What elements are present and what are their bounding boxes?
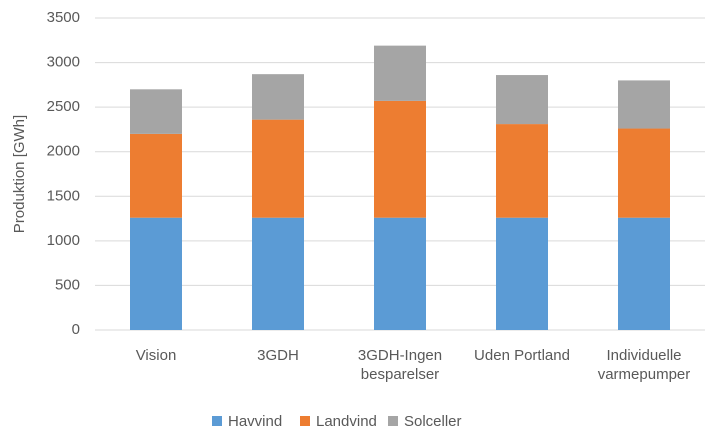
y-tick-label: 0 xyxy=(72,321,80,338)
y-tick-label: 1000 xyxy=(47,232,80,249)
x-tick-label: 3GDH-Ingen besparelser xyxy=(357,347,443,383)
bar-segment xyxy=(130,89,182,134)
bar-segment xyxy=(618,128,670,218)
bar-segment xyxy=(252,217,304,330)
bar-segment xyxy=(496,217,548,330)
bar-segment xyxy=(618,80,670,129)
bar-segment xyxy=(252,119,304,218)
bar-segment xyxy=(130,133,182,218)
y-tick-label: 3000 xyxy=(47,54,80,71)
y-tick-label: 1500 xyxy=(47,187,80,204)
legend-label: Solceller xyxy=(404,413,462,430)
y-tick-label: 500 xyxy=(55,276,80,293)
y-tick-label: 2500 xyxy=(47,98,80,115)
bar-segment xyxy=(130,217,182,330)
x-tick-label: 3GDH xyxy=(257,347,299,364)
bar-segment xyxy=(618,217,670,330)
legend-label: Havvind xyxy=(228,413,282,430)
y-tick-label: 3500 xyxy=(47,9,80,26)
bar-segment xyxy=(496,75,548,125)
bar-segment xyxy=(374,45,426,101)
legend-label: Landvind xyxy=(316,413,377,430)
bar-segment xyxy=(496,124,548,218)
legend-swatch xyxy=(212,416,222,426)
x-tick-label: Individuelle varmepumper xyxy=(597,347,691,383)
y-tick-label: 2000 xyxy=(47,143,80,160)
x-tick-label: Vision xyxy=(135,347,177,364)
y-axis-label: Produktion [GWh] xyxy=(11,115,28,233)
bar-segment xyxy=(374,217,426,330)
bar-segment xyxy=(374,100,426,218)
legend-swatch xyxy=(300,416,310,426)
legend-swatch xyxy=(388,416,398,426)
x-tick-label: Uden Portland xyxy=(474,347,570,364)
bar-segment xyxy=(252,74,304,120)
